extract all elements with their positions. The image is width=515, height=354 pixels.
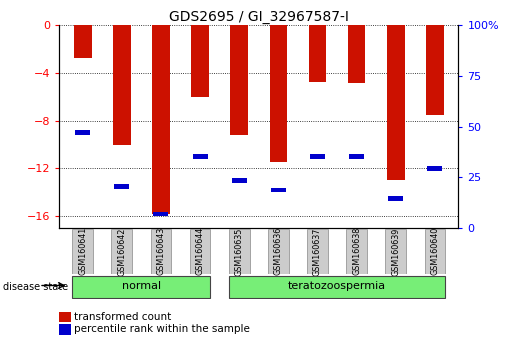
Bar — [388, 196, 403, 201]
Bar — [113, 25, 131, 144]
FancyBboxPatch shape — [150, 229, 171, 274]
Bar — [348, 25, 366, 84]
Bar — [427, 166, 442, 171]
Bar — [74, 25, 92, 58]
FancyBboxPatch shape — [72, 275, 211, 298]
Bar — [271, 188, 286, 193]
Bar — [230, 25, 248, 135]
Bar — [193, 154, 208, 159]
Text: GSM160640: GSM160640 — [431, 227, 439, 275]
FancyBboxPatch shape — [72, 229, 93, 274]
Text: GSM160643: GSM160643 — [157, 227, 165, 275]
Text: transformed count: transformed count — [74, 312, 171, 322]
Text: disease state: disease state — [3, 282, 67, 292]
FancyBboxPatch shape — [424, 229, 445, 274]
Bar — [75, 130, 90, 135]
Text: percentile rank within the sample: percentile rank within the sample — [74, 324, 250, 334]
FancyBboxPatch shape — [190, 229, 211, 274]
FancyBboxPatch shape — [385, 229, 406, 274]
FancyBboxPatch shape — [346, 229, 367, 274]
FancyBboxPatch shape — [111, 229, 132, 274]
FancyBboxPatch shape — [229, 275, 445, 298]
Bar — [349, 154, 364, 159]
Text: GSM160638: GSM160638 — [352, 227, 361, 275]
Bar — [426, 25, 444, 115]
Bar — [310, 154, 325, 159]
Bar — [269, 25, 287, 162]
Text: GSM160644: GSM160644 — [196, 227, 204, 275]
Bar — [191, 25, 209, 97]
Title: GDS2695 / GI_32967587-I: GDS2695 / GI_32967587-I — [169, 10, 349, 24]
Bar — [153, 212, 168, 216]
Bar — [308, 25, 327, 82]
Text: GSM160637: GSM160637 — [313, 227, 322, 275]
Text: normal: normal — [122, 280, 161, 291]
FancyBboxPatch shape — [268, 229, 289, 274]
Bar — [152, 25, 170, 214]
Bar — [114, 184, 129, 189]
Text: GSM160639: GSM160639 — [391, 227, 400, 275]
FancyBboxPatch shape — [307, 229, 328, 274]
FancyBboxPatch shape — [229, 229, 250, 274]
Bar — [387, 25, 405, 181]
Text: GSM160635: GSM160635 — [235, 227, 244, 275]
Text: GSM160641: GSM160641 — [78, 227, 87, 275]
Text: GSM160642: GSM160642 — [117, 227, 126, 275]
Text: GSM160636: GSM160636 — [274, 227, 283, 275]
Text: teratozoospermia: teratozoospermia — [288, 280, 386, 291]
Bar — [232, 178, 247, 183]
